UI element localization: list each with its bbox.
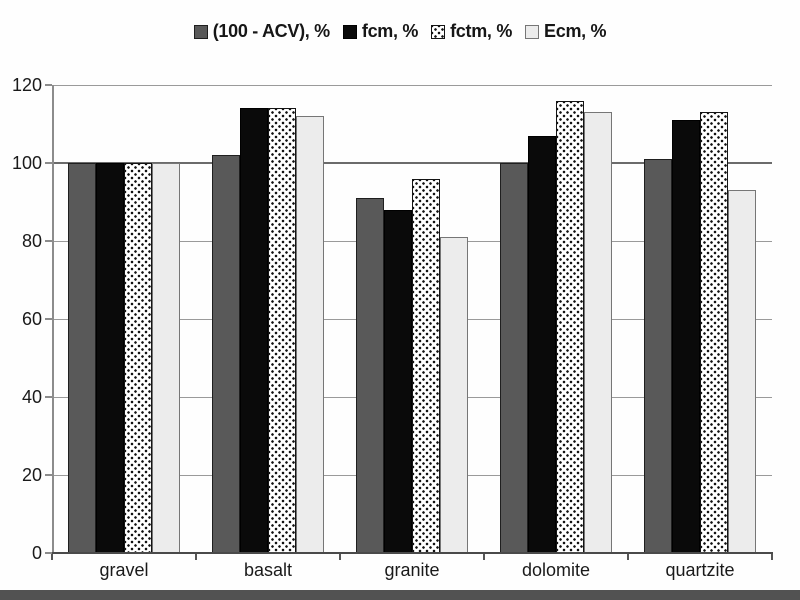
legend-item-darkgray: (100 - ACV), %: [193, 21, 330, 42]
bar-basalt-darkgray: [212, 155, 240, 553]
plot-area: [52, 84, 772, 553]
x-axis-tick: [483, 554, 485, 560]
bar-gravel-darkgray: [68, 163, 96, 553]
y-axis-label-60: 60: [21, 309, 42, 329]
y-axis-label-20: 20: [21, 465, 42, 485]
legend-label: fcm, %: [361, 21, 419, 41]
bar-quartzite-dots: [700, 112, 728, 553]
bar-gravel-light: [152, 163, 180, 553]
y-axis-tick: [45, 84, 52, 86]
legend-item-light: Ecm, %: [525, 21, 607, 42]
x-axis-tick: [627, 554, 629, 560]
bar-dolomite-black: [528, 135, 556, 553]
legend-label: fctm, %: [450, 21, 513, 41]
bar-quartzite-black: [672, 120, 700, 553]
bar-dolomite-light: [584, 112, 612, 553]
bar-gravel-dots: [124, 163, 152, 553]
y-axis-label-120: 120: [11, 75, 42, 95]
x-axis-label-dolomite: dolomite: [521, 560, 591, 580]
y-axis-label-0: 0: [31, 543, 42, 563]
bar-granite-darkgray: [356, 198, 384, 553]
legend-label: Ecm, %: [544, 21, 607, 41]
gridline-100: [52, 162, 772, 164]
bar-quartzite-darkgray: [644, 159, 672, 553]
y-axis-tick: [45, 162, 52, 164]
y-axis-tick: [45, 240, 52, 242]
y-axis-tick: [45, 552, 52, 554]
x-axis-label-gravel: gravel: [99, 560, 149, 580]
x-axis-tick: [51, 554, 53, 560]
legend-label: (100 - ACV), %: [212, 21, 330, 41]
chart-legend: (100 - ACV), % fcm, % fctm, % Ecm, %: [0, 21, 800, 42]
legend-item-dots: fctm, %: [431, 21, 512, 42]
x-axis-line: [52, 552, 773, 554]
legend-swatch-icon: [431, 24, 446, 39]
y-axis-label-100: 100: [11, 153, 42, 173]
legend-swatch-icon: [193, 24, 208, 39]
bar-dolomite-dots: [556, 100, 584, 553]
y-axis-label-40: 40: [21, 387, 42, 407]
y-axis-tick: [45, 474, 52, 476]
bar-granite-dots: [412, 178, 440, 553]
legend-swatch-icon: [525, 24, 540, 39]
y-axis-tick: [45, 318, 52, 320]
bar-basalt-black: [240, 108, 268, 553]
x-axis-tick: [195, 554, 197, 560]
x-axis-label-basalt: basalt: [243, 560, 293, 580]
bar-basalt-light: [296, 116, 324, 553]
y-axis-label-80: 80: [21, 231, 42, 251]
bar-dolomite-darkgray: [500, 163, 528, 553]
legend-swatch-icon: [342, 24, 357, 39]
bar-granite-light: [440, 237, 468, 553]
bar-granite-black: [384, 209, 412, 553]
bar-quartzite-light: [728, 190, 756, 553]
x-axis-label-quartzite: quartzite: [665, 560, 735, 580]
x-axis-tick: [771, 554, 773, 560]
x-axis-tick: [339, 554, 341, 560]
bar-gravel-black: [96, 163, 124, 553]
x-axis-label-granite: granite: [384, 560, 440, 580]
bottom-scan-strip: [0, 590, 800, 600]
legend-item-black: fcm, %: [342, 21, 419, 42]
gridline-120: [52, 84, 772, 86]
y-axis-line: [52, 85, 54, 554]
y-axis-tick: [45, 396, 52, 398]
bar-basalt-dots: [268, 108, 296, 553]
